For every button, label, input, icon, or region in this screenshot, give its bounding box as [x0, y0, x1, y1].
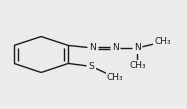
Text: N: N [89, 43, 96, 52]
Text: CH₃: CH₃ [154, 37, 171, 46]
Text: CH₃: CH₃ [107, 73, 123, 82]
Text: N: N [134, 43, 141, 52]
Text: S: S [89, 62, 94, 71]
Text: CH₃: CH₃ [129, 61, 146, 70]
Text: N: N [112, 43, 118, 52]
